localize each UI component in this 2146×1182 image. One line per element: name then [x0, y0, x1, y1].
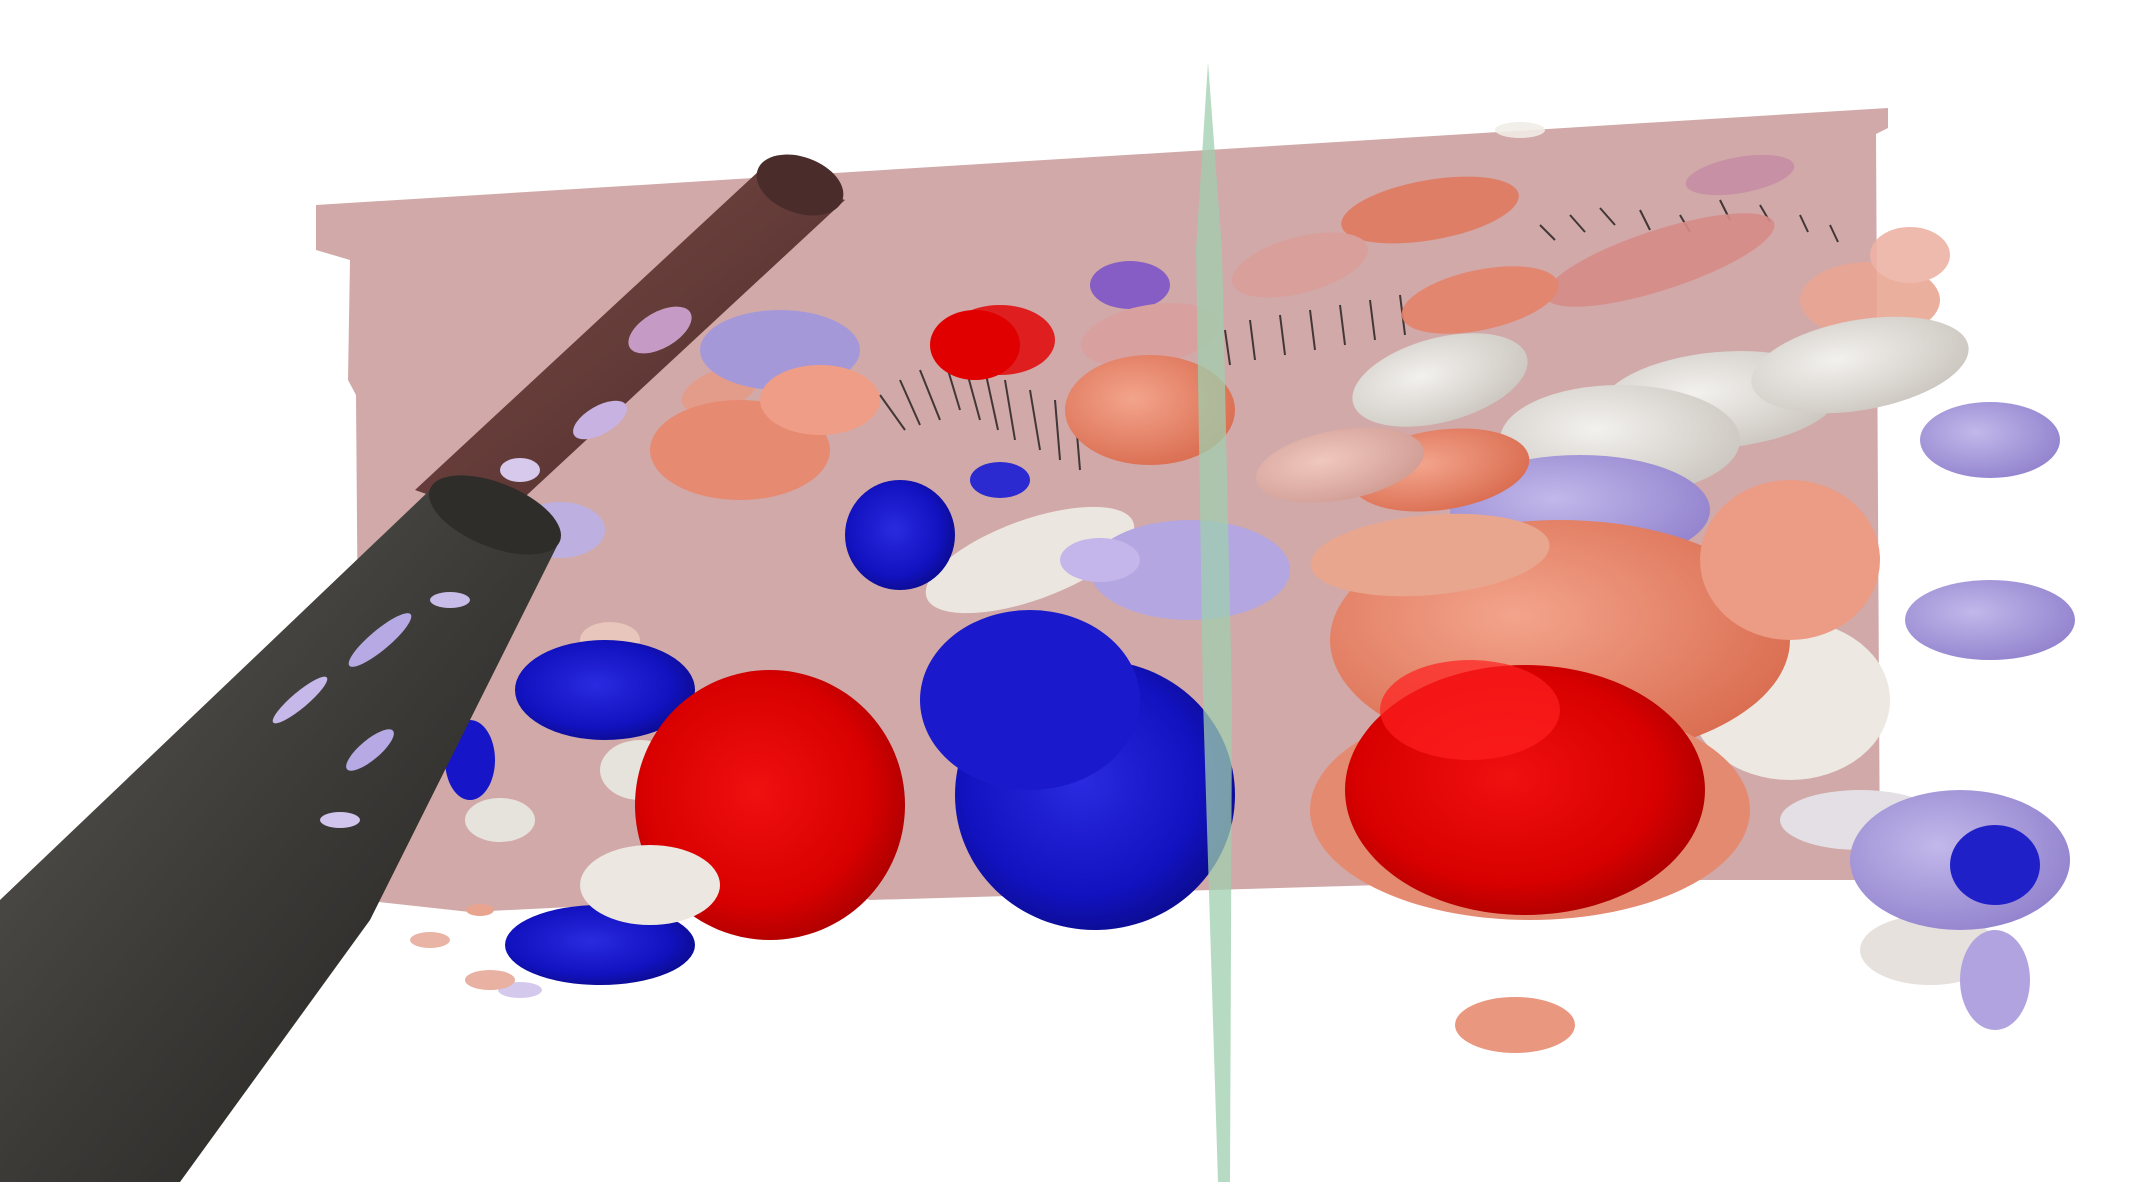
strong-negative-vortex-cores [505, 462, 2040, 985]
front-cylinder [0, 475, 562, 1182]
vertical-slice-plane [1196, 62, 1232, 1182]
back-vortex-structures [945, 122, 1950, 375]
strong-positive-vortex-cores [635, 310, 1705, 940]
front-pale-structures [465, 427, 1550, 990]
